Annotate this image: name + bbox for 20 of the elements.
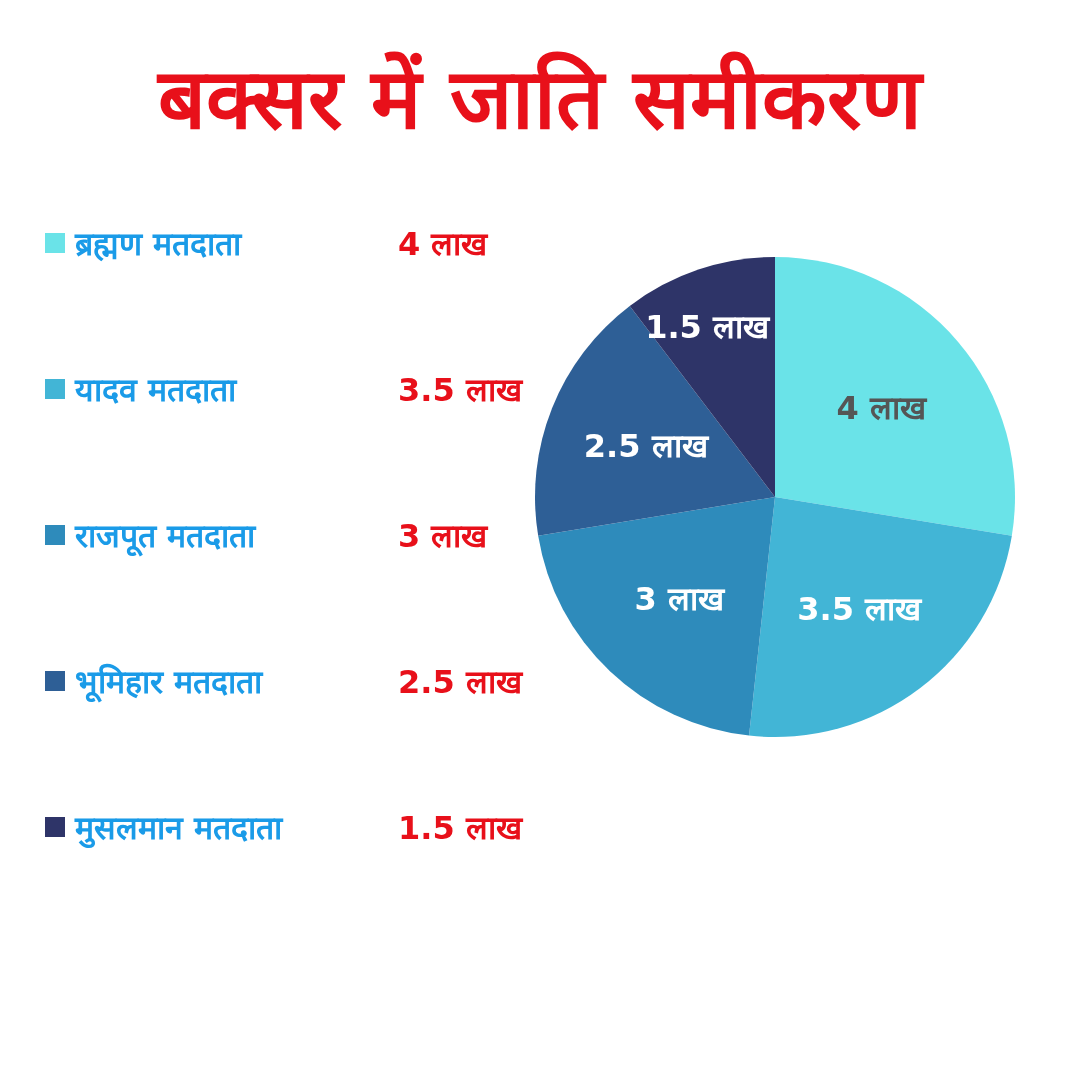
chart-title: बक्सर में जाति समीकरण	[155, 50, 926, 148]
data-label: 3 लाख	[634, 580, 726, 619]
pie-slice	[775, 257, 1015, 536]
legend-label: ब्रह्मण मतदाता	[74, 225, 244, 263]
data-label: 3.5 लाख	[797, 589, 924, 628]
legend-label: यादव मतदाता	[74, 371, 239, 409]
text: 4 लाख	[398, 225, 488, 263]
data-label: 1.5 लाख	[645, 308, 771, 347]
pie-slice	[535, 305, 775, 536]
data-label: 4 लाख	[836, 388, 928, 427]
text: 2.5 लाख	[398, 663, 522, 701]
legend-label: भूमिहार मतदाता	[75, 663, 265, 703]
legend-label: मुसलमान मतदाता	[74, 809, 285, 849]
text: 3.5 लाख	[398, 371, 522, 409]
pie-slice	[538, 497, 775, 736]
data-label: 2.5 लाख	[583, 427, 710, 466]
text: 3 लाख	[398, 517, 488, 555]
pie-slice	[749, 497, 1012, 737]
legend-label: राजपूत मतदाता	[74, 517, 258, 557]
text: 1.5 लाख	[398, 809, 522, 847]
